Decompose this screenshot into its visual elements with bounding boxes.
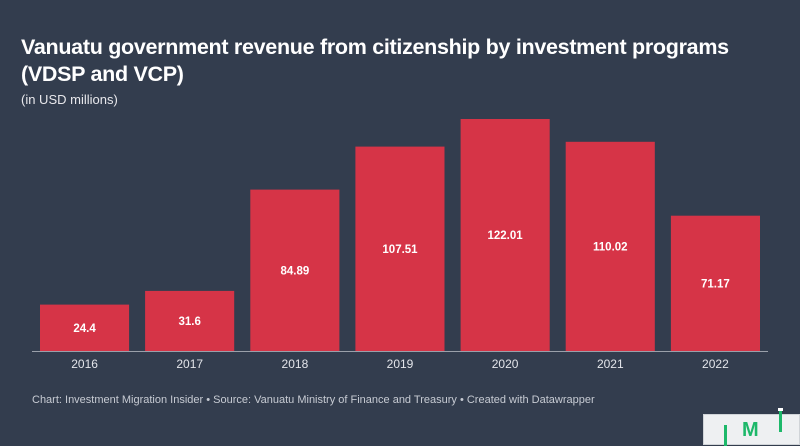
x-tick-2022: 2022 bbox=[702, 357, 729, 371]
value-label-2016: 24.4 bbox=[73, 323, 96, 335]
logo-bar-right bbox=[779, 410, 782, 432]
x-tick-2021: 2021 bbox=[597, 357, 624, 371]
bar-2018 bbox=[250, 189, 340, 351]
bar-2022 bbox=[670, 215, 760, 351]
value-label-2020: 122.01 bbox=[488, 230, 524, 242]
x-tick-2017: 2017 bbox=[176, 357, 203, 371]
logo-bar-cap bbox=[778, 408, 783, 411]
value-label-2017: 31.6 bbox=[179, 316, 201, 328]
bar-2020 bbox=[460, 119, 550, 351]
x-tick-2019: 2019 bbox=[387, 357, 414, 371]
value-label-2021: 110.02 bbox=[593, 241, 628, 253]
value-label-2018: 84.89 bbox=[281, 265, 310, 277]
chart-footer-credits: Chart: Investment Migration Insider • So… bbox=[32, 394, 595, 406]
bars-group: 24.4 31.6 84.89 107.51 122.01 110.02 71.17 bbox=[40, 119, 760, 351]
value-label-2022: 71.17 bbox=[701, 278, 730, 290]
bar-2017 bbox=[145, 290, 235, 351]
chart-title: Vanuatu government revenue from citizens… bbox=[21, 35, 729, 86]
logo-letter: M bbox=[742, 419, 759, 441]
x-tick-labels: 2016 2017 2018 2019 2020 2021 2022 bbox=[71, 357, 729, 371]
x-tick-2018: 2018 bbox=[282, 357, 309, 371]
x-tick-2020: 2020 bbox=[492, 357, 519, 371]
bar-2019 bbox=[355, 146, 445, 351]
bar-2021 bbox=[565, 141, 655, 351]
chart-subtitle: (in USD millions) bbox=[21, 92, 118, 107]
logo-bar-left bbox=[724, 425, 727, 446]
value-label-2019: 107.51 bbox=[382, 244, 418, 256]
x-tick-2016: 2016 bbox=[71, 357, 98, 371]
imi-logo: M bbox=[703, 408, 800, 446]
bar-2016 bbox=[40, 304, 130, 351]
